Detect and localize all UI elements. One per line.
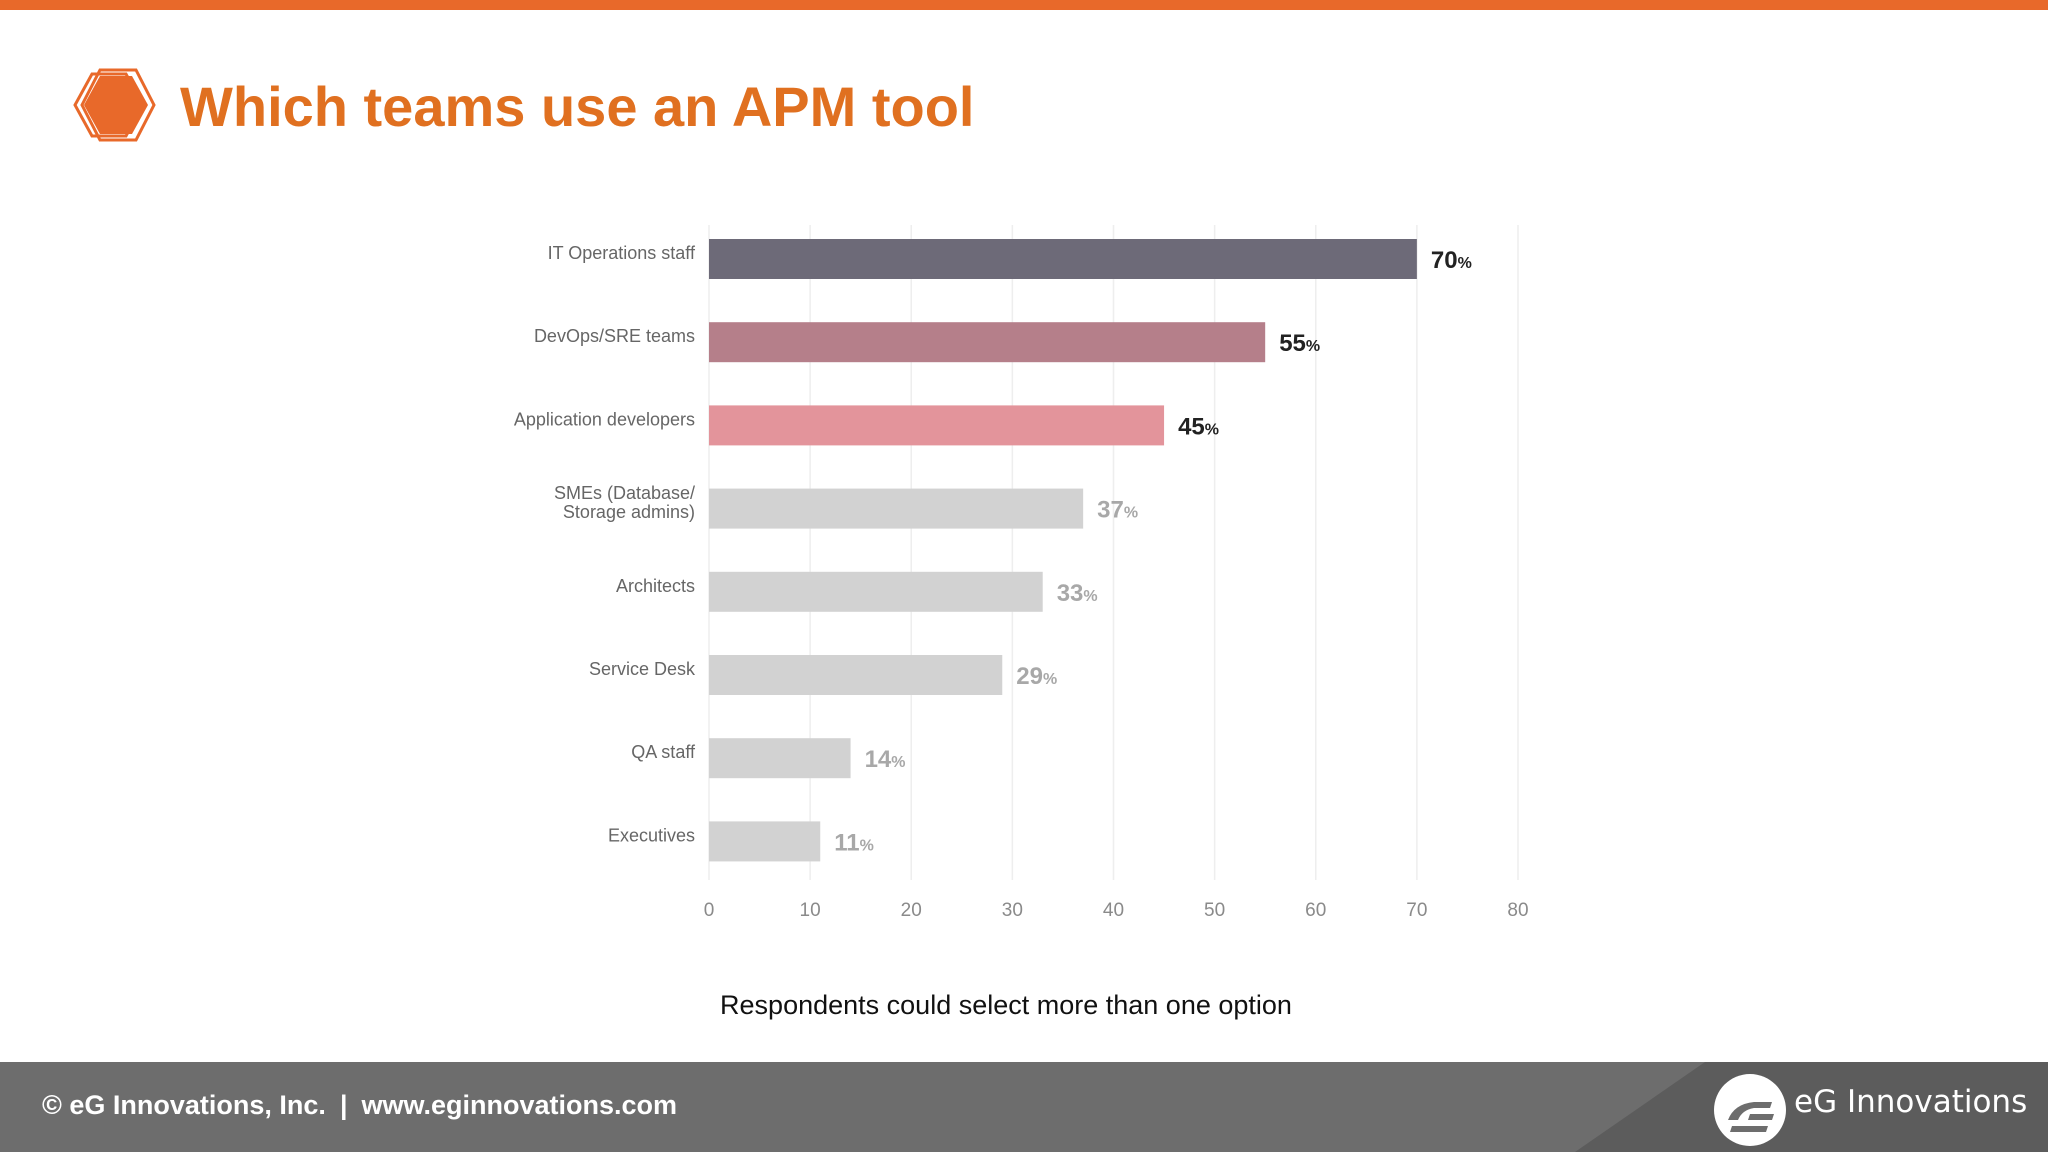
category-label-1: DevOps/SRE teams — [534, 326, 695, 346]
hexagon-icon — [73, 68, 156, 142]
value-label-0: 70% — [1431, 247, 1472, 274]
category-label-0: IT Operations staff — [548, 243, 696, 263]
x-tick-label-40: 40 — [1103, 900, 1124, 921]
bar-1 — [709, 322, 1266, 363]
bar-5 — [709, 655, 1003, 695]
bar-7 — [709, 821, 821, 862]
copyright-text: © eG Innovations, Inc. — [42, 1090, 326, 1120]
category-label-7: Executives — [608, 825, 695, 845]
bar-chart: 0 10 20 30 40 50 60 70 80 IT Operations staff 70% D… — [514, 225, 1529, 921]
x-tick-label-30: 30 — [1002, 900, 1023, 921]
value-label-6: 14% — [865, 746, 906, 773]
value-label-4: 33% — [1057, 580, 1098, 607]
footer-separator: | — [339, 1090, 348, 1120]
chart-footnote: Respondents could select more than one o… — [720, 990, 1292, 1020]
category-label-2: Application developers — [514, 409, 695, 429]
footer-bar: © eG Innovations, Inc. | www.eginnovations… — [0, 1062, 2048, 1152]
eg-logo-icon — [1714, 1074, 1786, 1146]
x-tick-label-60: 60 — [1305, 900, 1326, 921]
category-label-5: Service Desk — [589, 659, 696, 679]
value-label-5: 29% — [1016, 663, 1057, 690]
category-label-4: Architects — [616, 576, 695, 596]
x-tick-label-10: 10 — [800, 900, 821, 921]
x-tick-label-20: 20 — [901, 900, 922, 921]
page-title: Which teams use an APM tool — [180, 75, 975, 138]
value-label-7: 11% — [834, 829, 874, 856]
bar-0 — [709, 239, 1417, 279]
bar-3 — [709, 488, 1084, 529]
brand-name: eG Innovations — [1794, 1084, 2028, 1120]
top-accent-bar — [0, 0, 2048, 10]
website-link[interactable]: www.eginnovations.com — [361, 1090, 678, 1120]
x-tick-label-80: 80 — [1507, 900, 1528, 921]
bar-2 — [709, 405, 1165, 446]
value-label-3: 37% — [1097, 497, 1138, 524]
value-label-1: 55% — [1279, 330, 1320, 357]
x-tick-label-50: 50 — [1204, 900, 1225, 921]
value-label-2: 45% — [1178, 413, 1219, 440]
x-tick-label-0: 0 — [704, 900, 715, 921]
category-label-3: SMEs (Database/Storage admins) — [554, 483, 695, 522]
bar-4 — [709, 571, 1043, 612]
footer-text: © eG Innovations, Inc. | www.eginnovations… — [42, 1090, 677, 1121]
bar-6 — [709, 738, 851, 779]
category-label-6: QA staff — [631, 742, 696, 762]
x-tick-label-70: 70 — [1406, 900, 1427, 921]
footer-brand-panel — [1575, 1062, 2048, 1152]
